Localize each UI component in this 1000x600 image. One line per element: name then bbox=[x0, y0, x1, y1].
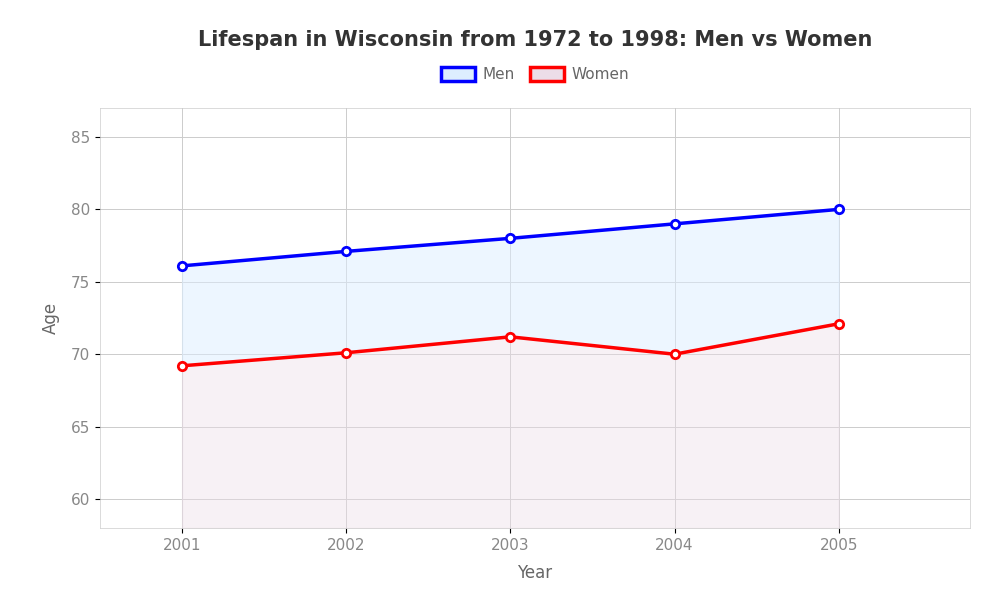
Title: Lifespan in Wisconsin from 1972 to 1998: Men vs Women: Lifespan in Wisconsin from 1972 to 1998:… bbox=[198, 29, 872, 49]
Y-axis label: Age: Age bbox=[42, 302, 60, 334]
Legend: Men, Women: Men, Women bbox=[435, 61, 635, 88]
X-axis label: Year: Year bbox=[517, 564, 553, 582]
